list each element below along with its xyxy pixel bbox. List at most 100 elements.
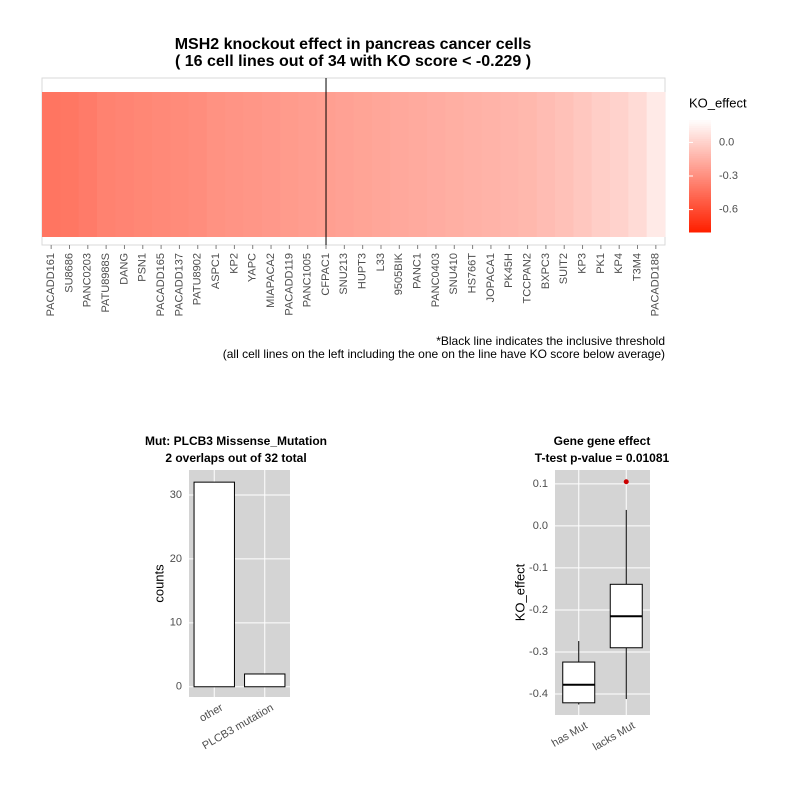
colorbar-step	[689, 218, 711, 222]
footnote: (all cell lines on the left including th…	[223, 347, 665, 361]
colorbar-step	[689, 176, 711, 179]
x-tick-label: JOPACA1	[485, 253, 497, 302]
y-tick-label: 0.1	[533, 478, 548, 490]
footnote: *Black line indicates the inclusive thre…	[436, 334, 665, 348]
x-tick-label: PANC0203	[82, 253, 94, 307]
y-tick-label: 20	[170, 553, 182, 565]
colorbar-step	[689, 170, 711, 173]
heat-cell	[335, 92, 354, 237]
colorbar-step	[689, 168, 711, 171]
heat-cell	[115, 92, 135, 237]
x-tick-label: PACADD165	[155, 253, 167, 316]
chart-title: MSH2 knockout effect in pancreas cancer …	[175, 36, 532, 53]
x-tick-label: SUIT2	[558, 253, 570, 284]
colorbar-step	[689, 177, 711, 181]
colorbar-step	[689, 209, 711, 212]
x-tick-label: PSN1	[137, 253, 149, 282]
colorbar-step	[689, 142, 711, 145]
heat-cell	[225, 92, 244, 237]
colorbar-step	[689, 213, 711, 216]
colorbar-step	[689, 181, 711, 184]
heat-cell	[463, 92, 483, 237]
heat-cell	[646, 92, 666, 237]
colorbar-step	[689, 179, 711, 183]
heat-cell	[243, 92, 263, 237]
colorbar-step	[689, 129, 711, 132]
x-tick-label: other	[197, 702, 225, 725]
colorbar-step	[689, 121, 711, 125]
x-tick-label: BXPC3	[540, 253, 552, 289]
heat-cell	[133, 92, 153, 237]
heat-cell	[96, 92, 116, 237]
heat-cell	[536, 92, 556, 237]
colorbar-step	[689, 159, 711, 162]
colorbar-step	[689, 205, 711, 209]
colorbar-tick-label: -0.3	[719, 170, 738, 182]
colorbar-step	[689, 120, 711, 123]
bar	[244, 673, 286, 688]
colorbar-step	[689, 149, 711, 153]
colorbar-step	[689, 228, 711, 231]
colorbar-step	[689, 140, 711, 143]
x-tick-label: SNU410	[448, 253, 460, 295]
x-tick-label: PK1	[595, 253, 607, 274]
heat-cell	[591, 92, 611, 237]
colorbar-step	[689, 187, 711, 190]
legend-title: KO_effect	[689, 95, 747, 110]
x-tick-label: SNU213	[338, 253, 350, 295]
colorbar-step	[689, 189, 711, 192]
heat-cell	[518, 92, 538, 237]
colorbar-step	[689, 204, 711, 207]
colorbar-step	[689, 136, 711, 140]
y-tick-label: -0.1	[529, 562, 548, 574]
heat-cell	[151, 92, 171, 237]
chart-title: 2 overlaps out of 32 total	[165, 451, 306, 465]
heat-cell	[555, 92, 574, 237]
heat-cell	[206, 92, 226, 237]
colorbar-step	[689, 131, 711, 134]
colorbar-step	[689, 133, 711, 136]
x-tick-label: KP3	[576, 253, 588, 274]
colorbar-step	[689, 174, 711, 177]
x-tick-label: has Mut	[550, 720, 590, 750]
heat-cell	[188, 92, 208, 237]
colorbar-step	[689, 215, 711, 218]
colorbar-step	[689, 134, 711, 138]
x-tick-label: ASPC1	[210, 253, 222, 289]
chart-title: Mut: PLCB3 Missense_Mutation	[145, 434, 327, 448]
colorbar-step	[689, 192, 711, 196]
y-tick-label: 0	[176, 681, 182, 693]
chart-title: ( 16 cell lines out of 34 with KO score …	[175, 53, 531, 70]
colorbar-step	[689, 138, 711, 142]
y-tick-label: -0.2	[529, 604, 548, 616]
colorbar-step	[689, 183, 711, 186]
heat-cell	[60, 92, 80, 237]
x-tick-label: SU8686	[63, 253, 75, 293]
colorbar-step	[689, 202, 711, 205]
heat-cell	[170, 92, 189, 237]
x-tick-label: L33	[375, 253, 387, 271]
heat-cell	[408, 92, 428, 237]
bar	[193, 481, 235, 688]
colorbar-step	[689, 146, 711, 149]
chart-title: Gene gene effect	[554, 434, 651, 448]
colorbar-step	[689, 155, 711, 158]
colorbar-tick-label: 0.0	[719, 136, 734, 148]
heat-cell	[610, 92, 629, 237]
x-tick-label: PACADD119	[283, 253, 295, 316]
y-tick-label: -0.4	[529, 688, 548, 700]
colorbar-step	[689, 217, 711, 220]
x-tick-label: KP4	[613, 253, 625, 274]
y-tick-label: -0.3	[529, 646, 548, 658]
x-tick-label: PATU8902	[192, 253, 204, 305]
heat-cell	[390, 92, 409, 237]
x-tick-label: HUPT3	[357, 253, 369, 289]
x-tick-label: PACADD161	[45, 253, 57, 316]
colorbar-step	[689, 211, 711, 214]
x-tick-label: DANG	[118, 253, 130, 285]
colorbar-step	[689, 123, 711, 127]
heat-cell	[261, 92, 281, 237]
colorbar-step	[689, 230, 711, 233]
box	[562, 661, 596, 704]
x-tick-label: MIAPACA2	[265, 253, 277, 308]
